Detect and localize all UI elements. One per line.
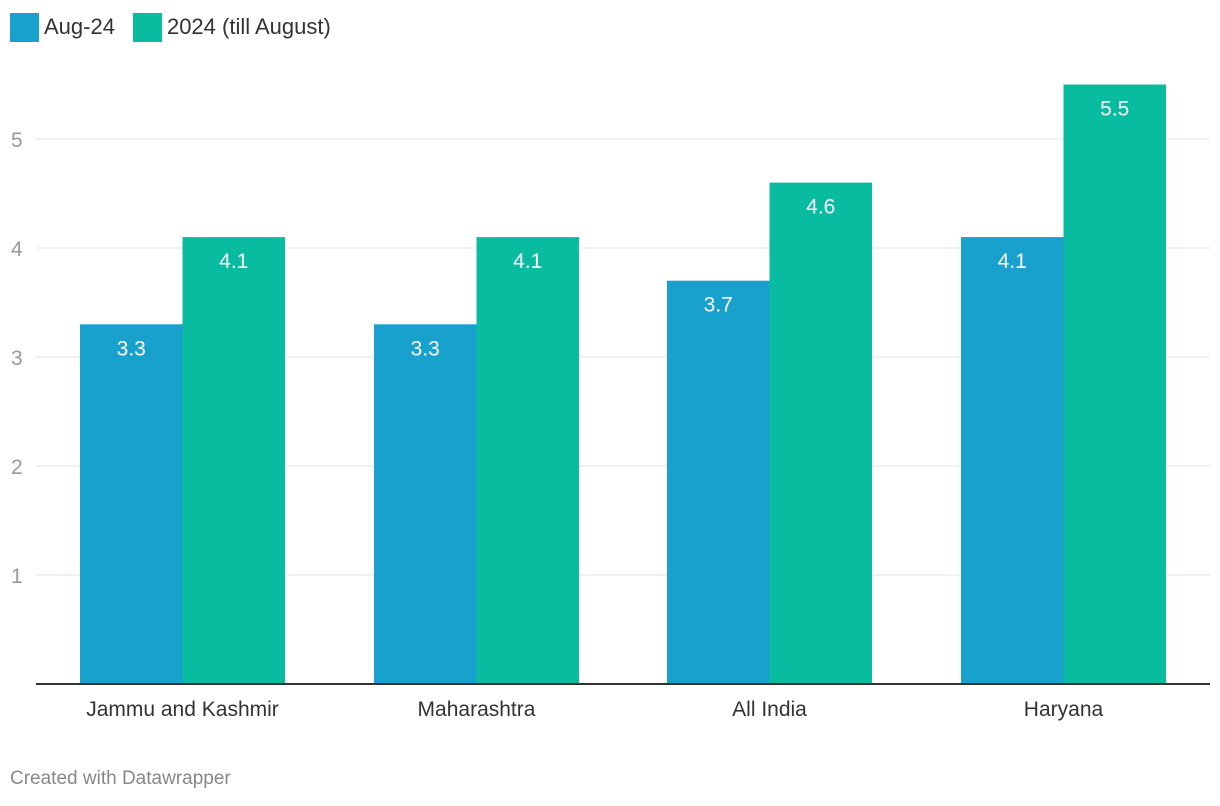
data-label-1-2: 3.3 [411, 337, 440, 360]
bar-2-3 [769, 182, 872, 684]
bar-1-3 [667, 280, 770, 684]
legend-item-series-1: Aug-24 [10, 12, 115, 42]
bar-2-4 [1063, 84, 1166, 684]
y-tick-label-2: 2 [11, 456, 23, 479]
data-label-2-2: 4.1 [513, 250, 542, 273]
data-label-1-3: 3.7 [704, 294, 733, 317]
bar-1-4 [961, 237, 1064, 684]
legend-label-series-1: Aug-24 [44, 14, 115, 39]
legend-swatch-series-2 [132, 12, 162, 42]
chart-legend: Aug-24 2024 (till August) [10, 12, 349, 42]
data-label-1-4: 4.1 [998, 250, 1027, 273]
y-tick-label-3: 3 [11, 347, 23, 370]
legend-swatch-series-1 [10, 12, 39, 42]
data-label-2-3: 4.6 [806, 196, 835, 219]
legend-label-series-2: 2024 (till August) [166, 14, 331, 39]
data-label-1-1: 3.3 [117, 337, 146, 360]
bar-1-1 [80, 324, 183, 684]
x-tick-label-4: Haryana [1024, 698, 1104, 721]
y-tick-label-4: 4 [11, 238, 23, 261]
footer-credit: Created with Datawrapper [10, 768, 231, 789]
x-tick-label-1: Jammu and Kashmir [86, 698, 279, 721]
bar-2-2 [476, 237, 579, 684]
data-label-2-4: 5.5 [1100, 98, 1129, 121]
bar-chart: 1 2 3 4 5 3.3 4.1 Jammu and Kashmir 3.3 4.1 Mahara… [11, 84, 1210, 721]
x-tick-label-2: Maharashtra [418, 698, 536, 721]
bar-1-2 [374, 324, 477, 684]
legend-item-series-2: 2024 (till August) [132, 12, 331, 42]
bar-2-1 [182, 237, 285, 684]
y-tick-label-1: 1 [11, 565, 23, 588]
y-tick-label-5: 5 [11, 129, 23, 152]
x-tick-label-3: All India [732, 698, 807, 721]
data-label-2-1: 4.1 [219, 250, 248, 273]
